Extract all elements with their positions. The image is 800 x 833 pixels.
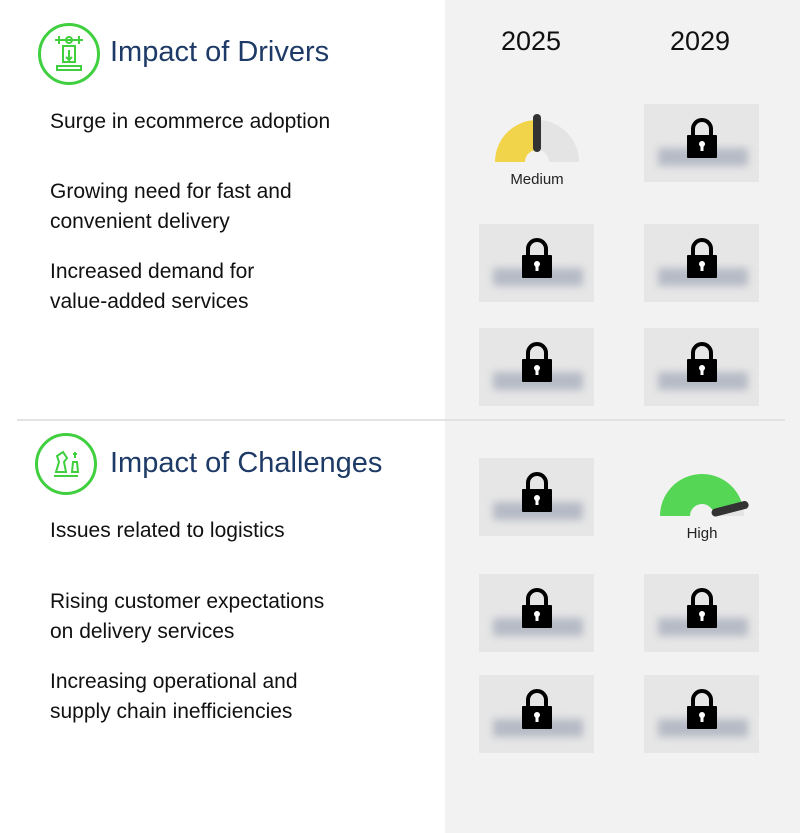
locked-value-y2025[interactable]: [479, 328, 594, 406]
label-line: supply chain inefficiencies: [50, 700, 293, 723]
label-line: Issues related to logistics: [50, 519, 285, 542]
locked-value-y2025[interactable]: [479, 675, 594, 753]
lock-icon: [522, 588, 552, 628]
label-line: Growing need for fast and: [50, 180, 292, 203]
section-divider: [17, 419, 785, 421]
lock-icon: [522, 342, 552, 382]
chess-pieces-icon: [35, 433, 97, 495]
lock-icon: [687, 689, 717, 729]
lock-icon: [522, 689, 552, 729]
challenges-title: Impact of Challenges: [110, 447, 383, 479]
label-line: on delivery services: [50, 620, 235, 643]
label-line: Rising customer expectations: [50, 590, 325, 613]
label-line: Surge in ecommerce adoption: [50, 110, 331, 133]
lock-icon: [522, 238, 552, 278]
locked-value-y2025[interactable]: [479, 224, 594, 302]
drivers-item-label: Surge in ecommerce adoption: [50, 107, 330, 137]
locked-value-y2025[interactable]: [479, 574, 594, 652]
impact-gauge-y2025: Medium: [477, 112, 597, 188]
locked-value-y2029[interactable]: [644, 574, 759, 652]
label-line: Increasing operational and: [50, 670, 298, 693]
gauge-needle: [711, 501, 749, 517]
year-header-2029: 2029: [669, 26, 731, 56]
lock-icon: [687, 118, 717, 158]
drivers-title: Impact of Drivers: [110, 36, 330, 68]
locked-value-y2025[interactable]: [479, 458, 594, 536]
locked-value-y2029[interactable]: [644, 328, 759, 406]
lock-icon: [687, 588, 717, 628]
lock-icon: [522, 472, 552, 512]
lock-icon: [687, 342, 717, 382]
label-line: Increased demand for: [50, 260, 255, 283]
drivers-item-label: Growing need for fast and convenient deli…: [50, 177, 292, 237]
year-header-2025: 2025: [500, 26, 562, 56]
locked-value-y2029[interactable]: [644, 224, 759, 302]
challenges-item-label: Issues related to logistics: [50, 516, 285, 546]
locked-value-y2029[interactable]: [644, 675, 759, 753]
drivers-machine-icon: [38, 23, 100, 85]
drivers-item-label: Increased demand for value-added services: [50, 257, 254, 317]
challenges-item-label: Increasing operational and supply chain i…: [50, 667, 298, 727]
impact-gauge-y2029: High: [642, 466, 762, 542]
impact-level: Medium: [510, 171, 564, 188]
label-line: convenient delivery: [50, 210, 230, 233]
lock-icon: [687, 238, 717, 278]
locked-value-y2029[interactable]: [644, 104, 759, 182]
impact-level: High: [686, 525, 718, 542]
challenges-item-label: Rising customer expectations on delivery …: [50, 587, 324, 647]
label-line: value-added services: [50, 290, 249, 313]
